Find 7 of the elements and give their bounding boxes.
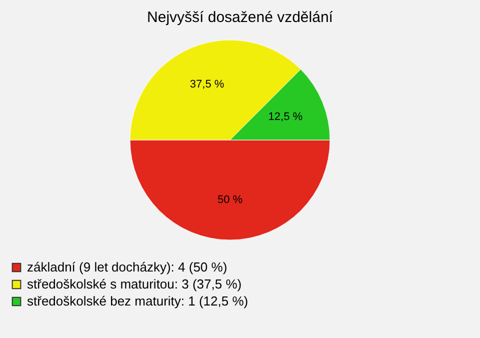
- data-label: 37,5 %: [190, 78, 224, 91]
- chart-title: Nejvyšší dosažené vzdělání: [147, 9, 334, 26]
- legend-label: základní (9 let docházky): 4 (50 %): [27, 260, 228, 274]
- legend-label: středoškolské s maturitou: 3 (37,5 %): [27, 276, 242, 292]
- data-label: 12,5 %: [268, 111, 303, 124]
- legend-label: středoškolské bez maturity: 1 (12,5 %): [27, 294, 248, 308]
- data-label: 50 %: [217, 194, 243, 206]
